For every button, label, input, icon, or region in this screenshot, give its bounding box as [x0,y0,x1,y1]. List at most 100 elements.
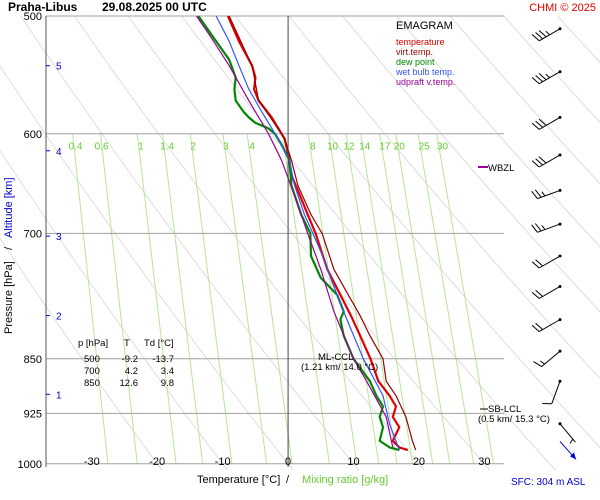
legend-item-dew-point: dew point [396,57,435,67]
dry-adiabat [288,15,600,380]
mixing-ratio-label: 25 [419,142,431,153]
table-cell: 500 [84,354,100,365]
wind-barb-full [535,75,544,83]
wind-barb-full [535,158,544,166]
mixing-ratio-line [281,133,330,464]
mixing-ratio-line [379,133,434,464]
table-header-temperature: T [124,338,130,349]
mixing-ratio-line [395,133,451,464]
wind-barb-full [538,156,547,164]
mixing-ratio-label: 0.6 [95,142,109,153]
wind-barb-full [531,34,540,42]
ml-ccl-annotation: ML-CCL (1.21 km/ 14.0 °C) [301,352,378,373]
dry-adiabat [396,15,600,248]
table-cell: 700 [84,366,100,377]
table-cell: 3.4 [161,366,174,377]
wind-barb-base [558,285,562,288]
wind-barb [531,254,562,269]
wind-barb-full [535,120,544,128]
mixing-ratio-line [307,133,358,464]
table-header-pressure: p [hPa] [78,338,108,349]
temperature-tick-label: -20 [149,456,165,468]
pressure-tick-label: 1000 [18,459,42,471]
table-cell: 4.2 [125,366,138,377]
wind-barb [531,222,562,233]
wind-barb-base [558,254,562,258]
series-virt-temp-line [228,15,417,451]
dry-adiabat [0,149,228,471]
y-axis-label-separator: / [3,246,15,250]
sounding-datetime: 29.08.2025 00 UTC [102,0,207,14]
mixing-ratio-label: 17 [379,142,391,153]
mixing-ratio-line [417,133,475,464]
grid-layer [0,15,600,471]
table-cell: 850 [84,378,100,389]
altitude-tick-label: 1 [56,390,62,401]
temperature-tick-label: -30 [84,456,100,468]
sb-lcl-annotation: SB-LCL (0.5 km/ 15.3 °C) [478,404,550,425]
wind-barb-base [558,153,562,157]
wind-barb-full [531,224,538,233]
dry-adiabat [0,65,294,471]
x-axis-label-temperature: Temperature [°C] [197,474,280,486]
mixing-ratio-label: 20 [394,142,406,153]
mixing-ratio-line [72,133,109,464]
series-udpraft-v-temp-line [196,15,394,448]
wind-barb-staff [537,223,561,233]
mixing-ratio-line [246,133,293,464]
sb-lcl-label: SB-LCL [488,404,521,415]
y-axis-label-pressure: Pressure [hPa] [3,261,15,334]
mixing-ratio-label: 12 [343,142,355,153]
wind-barb [533,349,562,368]
dry-adiabat [503,15,600,123]
wind-barb-half [545,73,550,79]
wind-barb [531,153,562,168]
wind-barb-full [531,160,540,168]
wind-barb-full [531,291,540,299]
dry-adiabat [235,15,600,449]
series-wet-bulb-temp-line [215,15,400,451]
mixing-ratio-line [189,133,233,464]
mixing-ratio-line [360,133,414,464]
wind-barb [531,70,562,85]
ml-ccl-values: (1.21 km/ 14.0 °C) [301,362,378,373]
wind-barb-staff [551,381,561,404]
mixing-ratio-label: 4 [249,142,255,153]
surface-wind-arrowhead [570,452,576,460]
pressure-tick-label: 700 [24,228,42,240]
x-axis-label-separator: / [286,474,290,486]
mixing-ratio-label: 1 [138,142,144,153]
wind-barb-full [534,189,542,198]
mixing-ratio-label: 10 [327,142,339,153]
wind-barb-full [538,30,547,38]
table-cell: -13.7 [152,354,174,365]
wind-barb-full [531,261,540,269]
wind-barb-full [538,73,547,81]
y-axis-title: Pressure [hPa] / Altitude [km] [3,177,15,334]
pressure-tick-label: 925 [24,408,42,420]
mixing-ratio-line [100,133,138,464]
altitude-tick-label: 5 [56,62,62,73]
series-layer [196,15,417,452]
wind-barb-half [541,225,546,230]
wind-barb-base [558,379,562,383]
wind-barb-base [558,27,562,31]
wind-barb-full [535,289,544,297]
wind-barb-full [538,118,547,126]
wind-barb-base [558,349,562,353]
wind-barb-full [533,361,542,368]
mixing-ratio-label: 30 [437,142,449,153]
pressure-tick-label: 850 [24,354,42,366]
station-name: Praha-Libus [8,0,78,14]
sb-lcl-values: (0.5 km/ 15.3 °C) [478,414,550,425]
wind-barb-half [541,191,546,197]
temperature-tick-label: 10 [347,456,359,468]
altitude-tick-label: 3 [56,232,62,243]
table-header-dewpoint: Td [°C] [144,338,174,349]
mixing-ratio-line [328,133,380,464]
wind-barb-base [558,115,562,119]
wind-barb-full [531,190,538,199]
table-cell: 12.6 [120,378,139,389]
mixing-ratio-line [136,133,177,464]
